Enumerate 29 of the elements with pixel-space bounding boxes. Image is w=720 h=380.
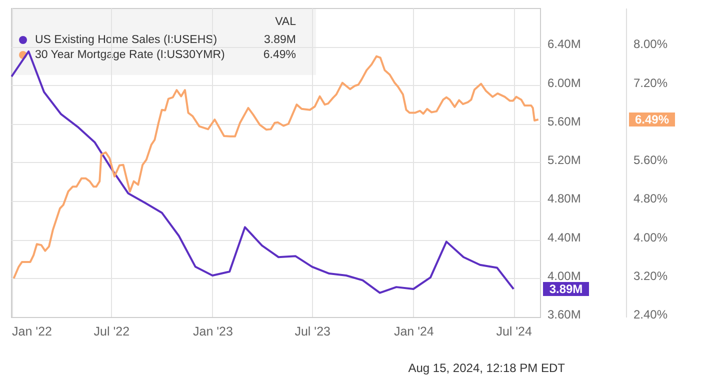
x-tick-label: Jan '23 [193, 324, 233, 338]
y-tick-label: 3.60M [548, 308, 581, 322]
y2-tick-label: 2.40% [634, 308, 668, 322]
y2-tick-label: 7.20% [634, 76, 668, 90]
text: 6.49% [634, 112, 670, 127]
x-tick-label: Jul '24 [496, 324, 532, 338]
y-tick-label: 5.20M [548, 153, 581, 167]
x-tick-label: Jul '23 [294, 324, 331, 338]
text: 3.89M [549, 282, 583, 296]
legend-title: VAL [274, 16, 297, 30]
y-tick-label: 4.40M [548, 230, 581, 244]
y2-tick-label: 8.00% [634, 37, 668, 52]
legend-label: 30 Year Mortgage Rate (I:US30YMR) [35, 48, 226, 60]
y2-tick-label: 3.20% [634, 268, 668, 283]
x-tick-label: Jan '24 [394, 324, 434, 338]
annotation: 3.89M [263, 34, 297, 46]
y2-tick-label: 5.60% [634, 153, 668, 167]
x-tick-label: Jul '22 [94, 324, 130, 338]
y-tick-label: 4.00M [548, 268, 581, 283]
y-tick-label: 5.60M [548, 114, 581, 128]
annotation: 6.49% [262, 48, 297, 60]
y-tick-label: 6.40M [548, 37, 581, 52]
x-tick-label: Jan '22 [12, 324, 52, 338]
y2-tick-label: 4.80% [634, 192, 668, 206]
text: Aug 15, 2024, 12:18 PM EDT [408, 361, 565, 375]
legend-label: US Existing Home Sales (I:USEHS) [35, 34, 218, 46]
y2-tick-label: 4.00% [634, 230, 668, 244]
y-tick-label: 4.80M [548, 192, 581, 206]
y-tick-label: 6.00M [548, 76, 581, 90]
